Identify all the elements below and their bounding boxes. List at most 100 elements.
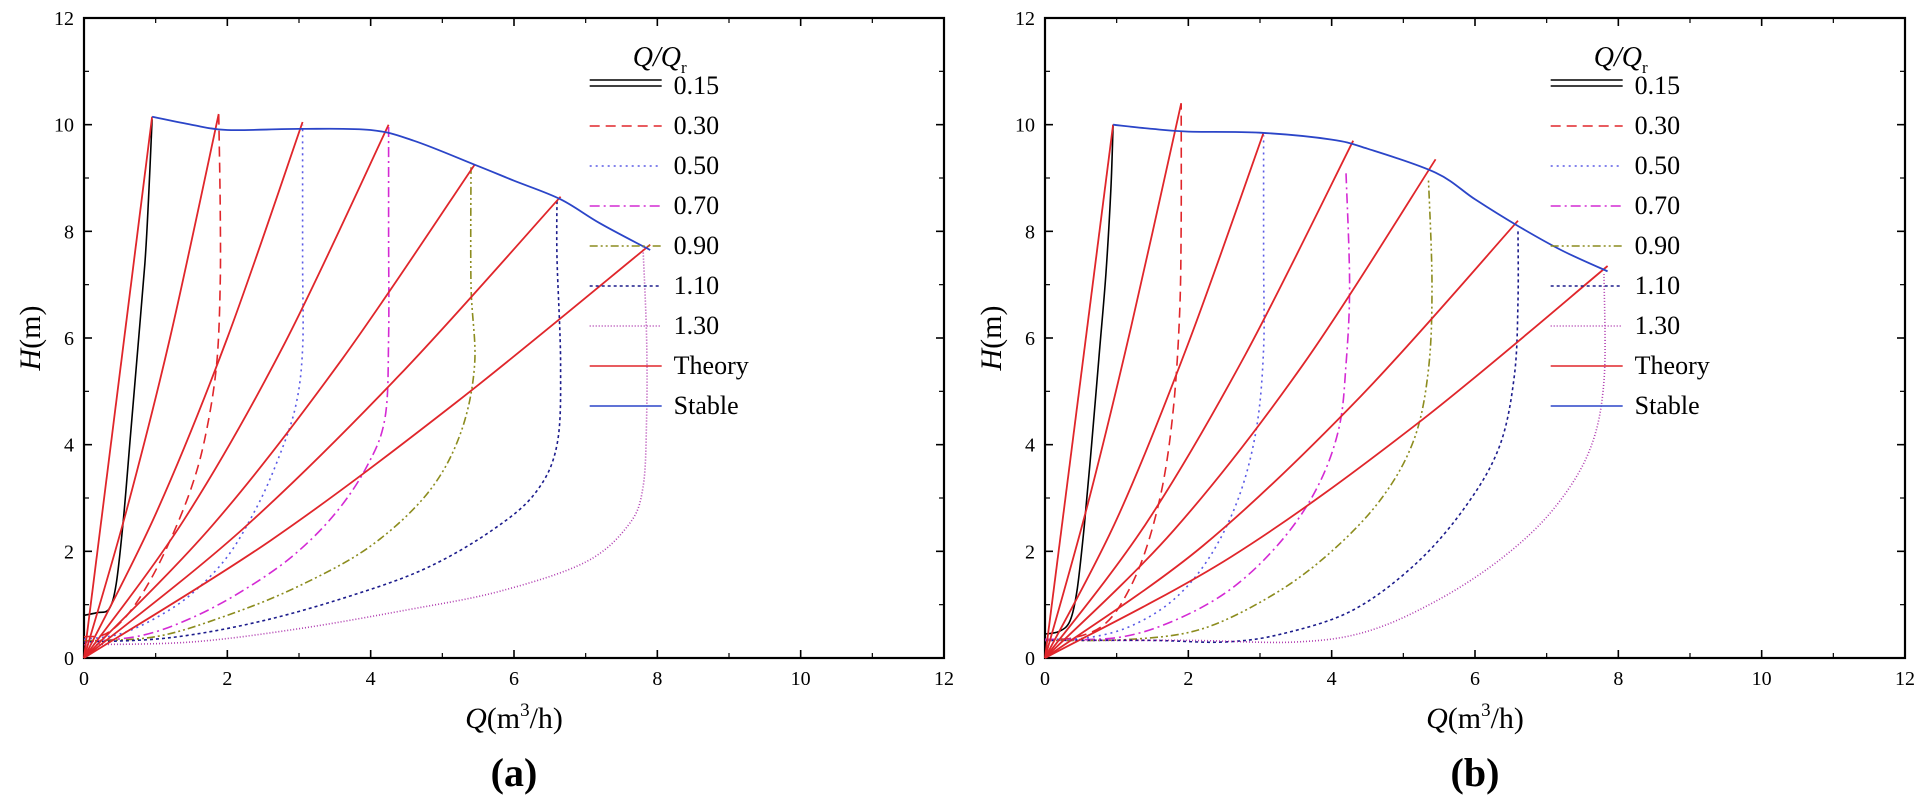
y-axis-label: H(m): [14, 306, 47, 372]
chart-panel-a: 0 2 4 6 8 10 12024681012Q(m3/h)H(m)Q/Qr0.150.3…: [14, 8, 954, 735]
series-line-1-10: [83, 199, 562, 643]
series-line-0-70: [1044, 172, 1351, 641]
theory-curve-5: [1044, 158, 1437, 659]
legend-label-0-15: 0.15: [674, 71, 720, 100]
y-axis-label-unit: (m): [975, 306, 1008, 349]
theory-curve-2: [83, 113, 220, 659]
legend-title: Q/Qr: [1594, 42, 1648, 77]
y-tick-label: 12: [54, 8, 74, 30]
legend: Q/Qr0.15 0.30 0.50 0.70 0.90 1.10 1.30 Theory St…: [589, 42, 749, 420]
theory-curve-6: [83, 196, 562, 659]
y-axis-label-unit: (m): [14, 306, 47, 349]
x-tick-label: 6: [1470, 668, 1480, 690]
y-tick-label: 6: [64, 328, 74, 350]
series-line-0-70: [83, 124, 390, 643]
legend-label-stable: Stable: [1635, 391, 1700, 420]
y-axis-label-var: H: [14, 347, 47, 372]
theory-curve-1: [83, 116, 153, 659]
legend-label-0-70: 0.70: [674, 191, 720, 220]
x-tick-label: 8: [652, 668, 662, 690]
y-tick-label: 12: [1015, 8, 1035, 30]
series-line-1-10: [1044, 231, 1520, 644]
theory-curve-7: [1044, 265, 1609, 659]
legend-label-0-15: 0.15: [1635, 71, 1681, 100]
legend-label-theory: Theory: [674, 351, 749, 380]
stable-curve: [1113, 123, 1608, 273]
theory-curve-5: [83, 164, 476, 659]
x-tick-label: 4: [366, 668, 376, 690]
legend-label-0-30: 0.30: [674, 111, 720, 140]
legend-title-sub: r: [681, 58, 687, 77]
x-axis-label-var: Q: [1426, 702, 1448, 735]
x-tick-label: 4: [1327, 668, 1337, 690]
x-axis-label-unit-end: /h): [1491, 702, 1524, 735]
legend-title-den: Q: [1622, 42, 1642, 73]
x-tick-label: 0: [79, 668, 89, 690]
theory-curve-6: [1044, 220, 1519, 659]
legend-label-1-30: 1.30: [674, 311, 720, 340]
legend-label-0-50: 0.50: [674, 151, 720, 180]
legend-title-num: Q/: [633, 42, 663, 73]
legend-title-sub: r: [1642, 58, 1648, 77]
series-line-1-30: [1044, 273, 1606, 644]
x-tick-label: 2: [1183, 668, 1193, 690]
legend-label-0-90: 0.90: [674, 231, 720, 260]
panel-label-b: (b): [1451, 750, 1500, 795]
x-tick-label: 10: [1752, 668, 1772, 690]
theory-curve-4: [1044, 140, 1355, 659]
y-tick-label: 10: [54, 115, 74, 137]
legend-title-den: Q: [661, 42, 681, 73]
y-tick-label: 0: [1025, 648, 1035, 670]
x-tick-label: 12: [934, 668, 954, 690]
y-axis-label: H(m): [975, 306, 1008, 372]
x-tick-label: 6: [509, 668, 519, 690]
series-line-0-50: [83, 124, 304, 641]
chart-panel-b: 0 2 4 6 8 10 12024681012Q(m3/h)H(m)Q/Qr0.150.3…: [975, 8, 1915, 735]
legend-title: Q/Qr: [633, 42, 687, 77]
x-axis-label-sup: 3: [520, 700, 530, 721]
series-line-0-15: [1044, 124, 1114, 635]
legend-label-0-30: 0.30: [1635, 111, 1681, 140]
x-tick-label: 10: [791, 668, 811, 690]
plot-frame: [82, 16, 946, 660]
series-line-0-90: [83, 167, 476, 642]
y-tick-label: 0: [64, 648, 74, 670]
legend-label-0-70: 0.70: [1635, 191, 1681, 220]
plot-frame: [1043, 16, 1907, 660]
series-line-0-50: [1044, 135, 1265, 641]
x-tick-label: 2: [222, 668, 232, 690]
legend: Q/Qr0.15 0.30 0.50 0.70 0.90 1.10 1.30 Theory St…: [1550, 42, 1710, 420]
theory-curve-3: [1044, 132, 1265, 659]
data-series-group: [83, 113, 651, 659]
legend-label-1-10: 1.10: [674, 271, 720, 300]
x-axis-label: Q(m3/h): [1426, 700, 1524, 735]
theory-curve-1: [1044, 124, 1114, 659]
legend-label-stable: Stable: [674, 391, 739, 420]
legend-label-theory: Theory: [1635, 351, 1710, 380]
y-tick-label: 2: [64, 541, 74, 563]
legend-label-1-30: 1.30: [1635, 311, 1681, 340]
series-line-0-30: [1044, 103, 1183, 641]
y-tick-label: 6: [1025, 328, 1035, 350]
x-axis-label-unit: (m: [487, 702, 520, 735]
legend-label-1-10: 1.10: [1635, 271, 1681, 300]
y-tick-label: 2: [1025, 541, 1035, 563]
stable-curve: [151, 115, 651, 251]
x-axis-label-sup: 3: [1481, 700, 1491, 721]
legend-title-num: Q/: [1594, 42, 1624, 73]
theory-curve-4: [83, 124, 390, 659]
y-tick-label: 8: [64, 221, 74, 243]
x-tick-label: 0: [1040, 668, 1050, 690]
y-tick-label: 8: [1025, 221, 1035, 243]
series-line-0-30: [83, 113, 222, 638]
theory-curve-2: [1044, 103, 1183, 659]
x-axis-label-unit-end: /h): [530, 702, 563, 735]
x-tick-label: 8: [1613, 668, 1623, 690]
data-series-group: [1044, 103, 1609, 659]
x-axis-label: Q(m3/h): [465, 700, 563, 735]
y-axis-label-var: H: [975, 347, 1008, 372]
theory-curve-7: [83, 244, 651, 659]
panel-label-a: (a): [491, 750, 538, 795]
series-line-0-90: [1044, 177, 1433, 642]
